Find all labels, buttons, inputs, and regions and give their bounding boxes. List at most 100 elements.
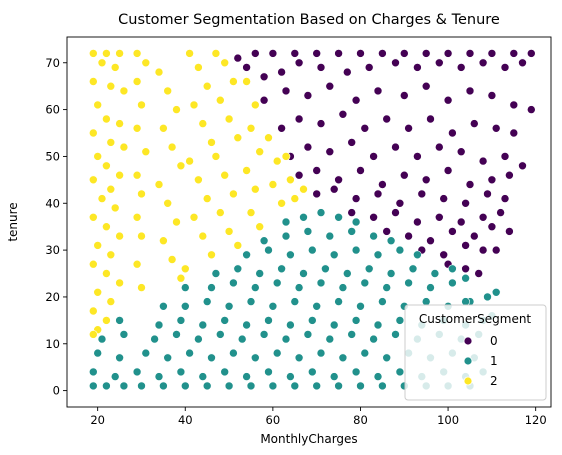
data-point xyxy=(303,142,313,152)
data-point xyxy=(509,49,519,58)
data-point xyxy=(491,124,501,133)
data-point xyxy=(364,63,374,72)
data-point xyxy=(159,301,168,311)
data-point xyxy=(176,161,186,171)
data-point xyxy=(242,372,251,381)
data-point xyxy=(89,213,98,222)
data-point xyxy=(334,381,343,391)
data-point xyxy=(303,330,313,339)
data-point xyxy=(347,138,357,147)
data-point xyxy=(399,170,409,180)
data-point xyxy=(456,63,466,72)
data-point xyxy=(456,217,466,227)
data-point xyxy=(277,124,286,133)
data-point xyxy=(373,250,383,260)
data-point xyxy=(316,278,326,288)
data-point xyxy=(119,381,129,391)
data-point xyxy=(154,67,164,77)
data-point xyxy=(115,119,124,128)
data-point xyxy=(89,306,98,316)
data-point xyxy=(369,231,378,241)
data-point xyxy=(478,58,488,68)
data-point xyxy=(132,259,142,269)
data-point xyxy=(202,81,212,91)
data-point xyxy=(167,255,177,264)
data-point xyxy=(465,180,475,189)
data-point xyxy=(417,189,427,199)
data-point xyxy=(391,142,400,152)
data-point xyxy=(224,114,234,124)
data-point xyxy=(106,297,116,306)
legend-marker-2 xyxy=(463,376,473,386)
data-point xyxy=(242,63,251,72)
data-point xyxy=(194,334,203,344)
legend-marker-0 xyxy=(463,336,473,346)
data-point xyxy=(286,372,295,381)
data-point xyxy=(334,49,343,58)
data-point xyxy=(172,330,181,339)
data-point xyxy=(290,297,300,306)
data-point xyxy=(233,133,243,142)
data-point xyxy=(373,372,383,381)
data-point xyxy=(132,124,142,133)
data-point xyxy=(251,184,260,194)
data-point xyxy=(281,152,291,161)
data-point xyxy=(518,161,527,171)
data-point xyxy=(478,245,488,255)
data-point xyxy=(102,381,111,391)
data-point xyxy=(202,381,212,391)
legend-entry-1: 1 xyxy=(463,354,498,368)
data-point xyxy=(487,175,497,185)
data-point xyxy=(119,142,129,152)
data-point xyxy=(465,86,475,96)
data-point xyxy=(461,297,470,306)
data-point xyxy=(334,175,343,185)
data-point xyxy=(207,283,216,292)
legend-entry-2: 2 xyxy=(463,374,498,388)
data-point xyxy=(141,348,151,358)
data-point xyxy=(233,241,243,250)
data-point xyxy=(251,100,260,110)
data-point xyxy=(119,86,129,96)
data-point xyxy=(272,156,282,166)
data-point xyxy=(434,58,444,68)
data-point xyxy=(264,133,273,142)
data-point xyxy=(277,199,286,208)
data-point xyxy=(404,231,413,241)
data-point xyxy=(115,278,124,288)
data-point xyxy=(491,245,501,255)
legend-label-2: 2 xyxy=(490,374,498,388)
data-point xyxy=(378,49,387,58)
data-point xyxy=(115,49,124,58)
x-tick-label: 100 xyxy=(437,413,459,427)
data-point xyxy=(176,367,186,377)
data-point xyxy=(229,348,238,358)
y-axis: 0 10 20 30 40 50 60 70 xyxy=(45,56,67,398)
data-point xyxy=(246,208,256,217)
data-point xyxy=(233,264,243,274)
data-point xyxy=(461,264,470,274)
data-point xyxy=(132,170,142,180)
data-point xyxy=(89,259,98,269)
data-point xyxy=(426,283,435,292)
data-point xyxy=(408,264,418,274)
data-point xyxy=(207,353,216,363)
data-point xyxy=(255,269,265,278)
data-point xyxy=(281,86,291,96)
data-point xyxy=(202,194,212,203)
data-point xyxy=(242,77,251,86)
data-point xyxy=(391,330,400,339)
data-point xyxy=(268,301,278,311)
data-point xyxy=(137,189,146,199)
data-point xyxy=(307,367,317,377)
data-point xyxy=(491,287,501,297)
x-axis-label: MonthlyCharges xyxy=(260,432,357,446)
y-tick-label: 20 xyxy=(45,290,60,304)
data-point xyxy=(299,184,308,194)
data-point xyxy=(325,334,335,344)
legend-box xyxy=(404,304,547,401)
points-layer xyxy=(89,49,536,391)
data-point xyxy=(386,236,396,245)
data-point xyxy=(299,213,308,222)
data-point xyxy=(224,381,234,391)
